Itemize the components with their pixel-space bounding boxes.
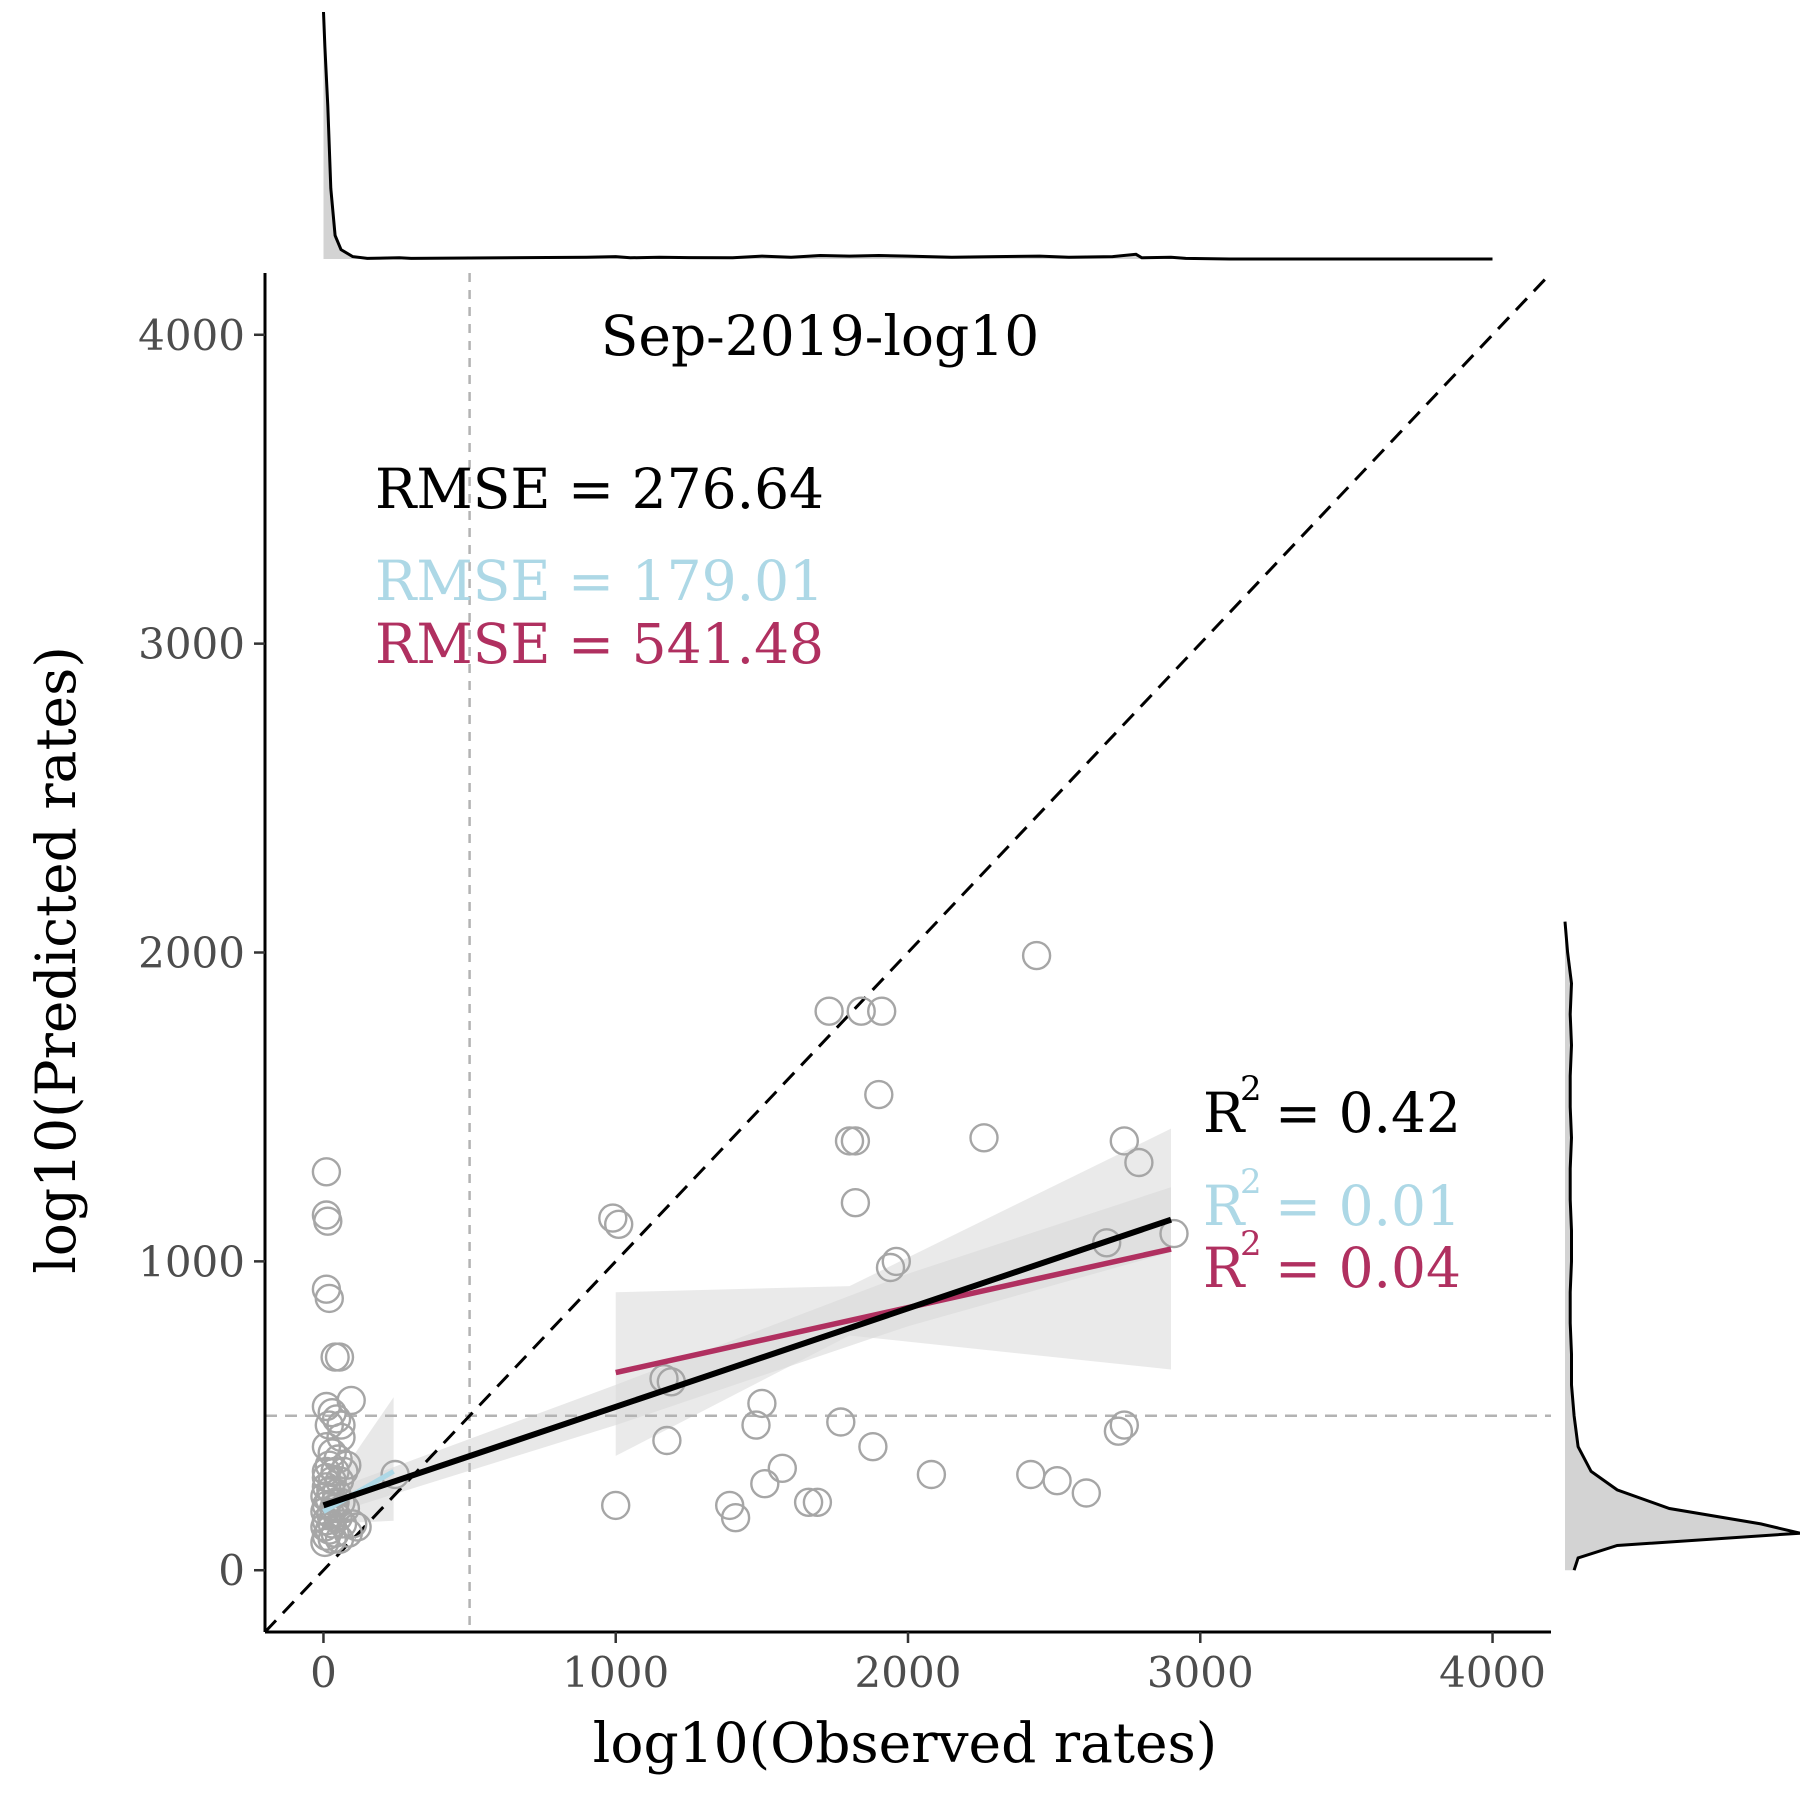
x-tick-label: 2000 [855,1648,962,1697]
scatter-point [1109,1410,1140,1440]
y-tick-label: 1000 [138,1237,245,1286]
scatter-point [342,1512,372,1542]
scatter-point [1159,1218,1189,1249]
rmse-low-label: RMSE = 179.01 [375,549,824,613]
axes: log10(Observed rates) log10(Predicted ra… [24,273,1551,1775]
scatter-point [916,1459,947,1490]
scatter-point [741,1410,771,1440]
y-tick-label: 0 [218,1546,245,1595]
r2-high-label: R 2 = 0.04 [1203,1224,1461,1300]
y-axis-title: log10(Predicted rates) [24,646,88,1274]
r2-low-value: = 0.01 [1275,1174,1461,1238]
predicted-density-panel [1563,921,1800,1571]
r2-all-label: R 2 = 0.42 [1203,1069,1461,1145]
scatter-point [826,1407,856,1437]
fit-line-overall [322,1216,1173,1509]
scatter-point [1071,1478,1102,1508]
scatter-point [601,1490,631,1521]
r2-high-superscript: 2 [1240,1224,1262,1264]
scatter-point [875,1252,906,1283]
scatter-point [314,1450,344,1480]
scatter-point [834,1126,865,1156]
scatter-point [313,1206,343,1236]
y-tick-label: 4000 [138,311,245,360]
scatter-point [314,1283,344,1314]
scatter-point [326,1410,356,1440]
scatter-point [324,1342,355,1372]
scatter-point [840,1126,871,1156]
x-tick-label: 4000 [1439,1648,1546,1697]
scatter-point [720,1502,751,1533]
r2-low-superscript: 2 [1240,1162,1262,1202]
predicted-density-line [1563,921,1800,1571]
observed-density-line [322,11,1493,261]
rmse-all-label: RMSE = 276.64 [375,457,824,521]
scatter-point [864,1079,894,1110]
scatter-point [311,1157,342,1187]
r2-all-superscript: 2 [1240,1069,1262,1109]
r2-all-value: = 0.42 [1275,1081,1461,1145]
scatter-point [750,1468,780,1499]
scatter-point [846,996,876,1026]
y-tick-label: 2000 [138,929,245,978]
predicted-density-area [1565,921,1800,1571]
scatter-point [867,996,897,1026]
scatter-point [840,1187,871,1218]
scatter-point [338,1509,368,1539]
scatter-point [321,1404,352,1434]
scatter-point [324,1465,355,1496]
scatter-point [747,1388,777,1419]
annotations: Sep-2019-log10 RMSE = 276.64 RMSE = 179.… [375,304,1461,1300]
r2-all-symbol: R [1203,1081,1246,1145]
scatter-point [1124,1147,1154,1178]
scatter-point [1021,940,1052,971]
scatter-point [858,1431,888,1462]
r2-high-value: = 0.04 [1275,1236,1461,1300]
x-tick-label: 1000 [562,1648,669,1697]
scatter-point [1042,1465,1072,1496]
r2-low-label: R 2 = 0.01 [1203,1162,1461,1238]
scatter-point [326,1422,356,1453]
scatter-point [336,1385,366,1416]
x-tick-label: 0 [310,1648,337,1697]
plot-area [263,271,1553,1634]
scatter-point [881,1246,911,1277]
scatter-point [793,1487,824,1518]
scatter-point [1109,1126,1140,1156]
chart-title: Sep-2019-log10 [601,304,1039,368]
y-tick-label: 3000 [138,620,245,669]
scatter-point [814,996,844,1026]
scatter-point [604,1209,634,1240]
x-axis-title: log10(Observed rates) [593,1711,1217,1775]
scatter-point [1103,1416,1134,1446]
scatter-point [1016,1459,1046,1490]
x-tick-label: 3000 [1147,1648,1254,1697]
rmse-high-label: RMSE = 541.48 [375,612,824,676]
r2-high-symbol: R [1203,1236,1246,1300]
scatter-point [652,1425,682,1456]
scatter-point [969,1123,999,1153]
scatter-point [767,1453,797,1484]
scatter-point [310,1527,340,1558]
observed-density-area [323,12,1493,259]
observed-density-panel [322,11,1493,261]
scatter-point [802,1487,833,1518]
r2-low-symbol: R [1203,1174,1246,1238]
scatter-point [598,1203,628,1233]
